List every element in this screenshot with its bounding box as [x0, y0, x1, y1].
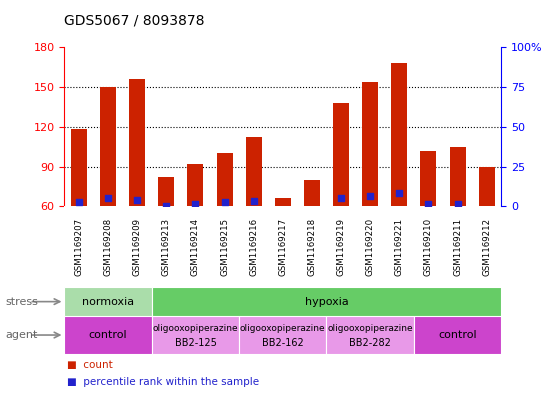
Point: [249, 198, 258, 204]
Text: GSM1169208: GSM1169208: [104, 218, 113, 275]
Text: ■  percentile rank within the sample: ■ percentile rank within the sample: [67, 377, 259, 387]
Bar: [333, 103, 349, 206]
Text: GDS5067 / 8093878: GDS5067 / 8093878: [64, 13, 205, 28]
Text: GSM1169212: GSM1169212: [482, 218, 491, 275]
Text: oligooxopiperazine: oligooxopiperazine: [328, 324, 413, 333]
Bar: [326, 316, 414, 354]
Bar: [152, 287, 501, 316]
Point: [366, 193, 375, 199]
Bar: [275, 198, 291, 206]
Text: GSM1169216: GSM1169216: [249, 218, 258, 275]
Bar: [246, 138, 262, 206]
Text: control: control: [438, 330, 477, 340]
Bar: [158, 177, 174, 206]
Bar: [64, 287, 152, 316]
Bar: [414, 316, 501, 354]
Text: GSM1169217: GSM1169217: [278, 218, 287, 275]
Point: [220, 199, 229, 206]
Text: GSM1169215: GSM1169215: [220, 218, 229, 275]
Point: [133, 196, 142, 203]
Text: GSM1169214: GSM1169214: [191, 218, 200, 275]
Point: [104, 195, 113, 202]
Point: [424, 200, 433, 207]
Point: [337, 195, 346, 202]
Point: [395, 190, 404, 196]
Bar: [188, 164, 203, 206]
Point: [278, 220, 287, 227]
Bar: [129, 79, 145, 206]
Point: [191, 200, 200, 207]
Bar: [421, 151, 436, 206]
Text: BB2-125: BB2-125: [175, 338, 216, 348]
Bar: [391, 63, 407, 206]
Text: GSM1169218: GSM1169218: [307, 218, 316, 275]
Point: [482, 214, 491, 220]
Bar: [479, 167, 494, 206]
Text: BB2-282: BB2-282: [349, 338, 391, 348]
Text: control: control: [89, 330, 127, 340]
Bar: [239, 316, 326, 354]
Text: GSM1169211: GSM1169211: [453, 218, 462, 275]
Text: GSM1169221: GSM1169221: [395, 218, 404, 275]
Bar: [304, 180, 320, 206]
Text: GSM1169220: GSM1169220: [366, 218, 375, 275]
Bar: [152, 316, 239, 354]
Bar: [100, 87, 116, 206]
Bar: [64, 316, 152, 354]
Bar: [362, 82, 378, 206]
Bar: [450, 147, 465, 206]
Bar: [217, 153, 232, 206]
Text: GSM1169213: GSM1169213: [162, 218, 171, 275]
Bar: [71, 129, 87, 206]
Text: GSM1169219: GSM1169219: [337, 218, 346, 275]
Text: agent: agent: [6, 330, 38, 340]
Text: GSM1169210: GSM1169210: [424, 218, 433, 275]
Point: [74, 199, 83, 206]
Text: oligooxopiperazine: oligooxopiperazine: [240, 324, 325, 333]
Text: oligooxopiperazine: oligooxopiperazine: [153, 324, 238, 333]
Point: [307, 218, 316, 224]
Point: [162, 203, 171, 209]
Text: normoxia: normoxia: [82, 297, 134, 307]
Text: BB2-162: BB2-162: [262, 338, 304, 348]
Text: hypoxia: hypoxia: [305, 297, 348, 307]
Text: GSM1169209: GSM1169209: [133, 218, 142, 275]
Text: GSM1169207: GSM1169207: [74, 218, 83, 275]
Text: stress: stress: [6, 297, 39, 307]
Point: [453, 200, 462, 207]
Text: ■  count: ■ count: [67, 360, 113, 370]
